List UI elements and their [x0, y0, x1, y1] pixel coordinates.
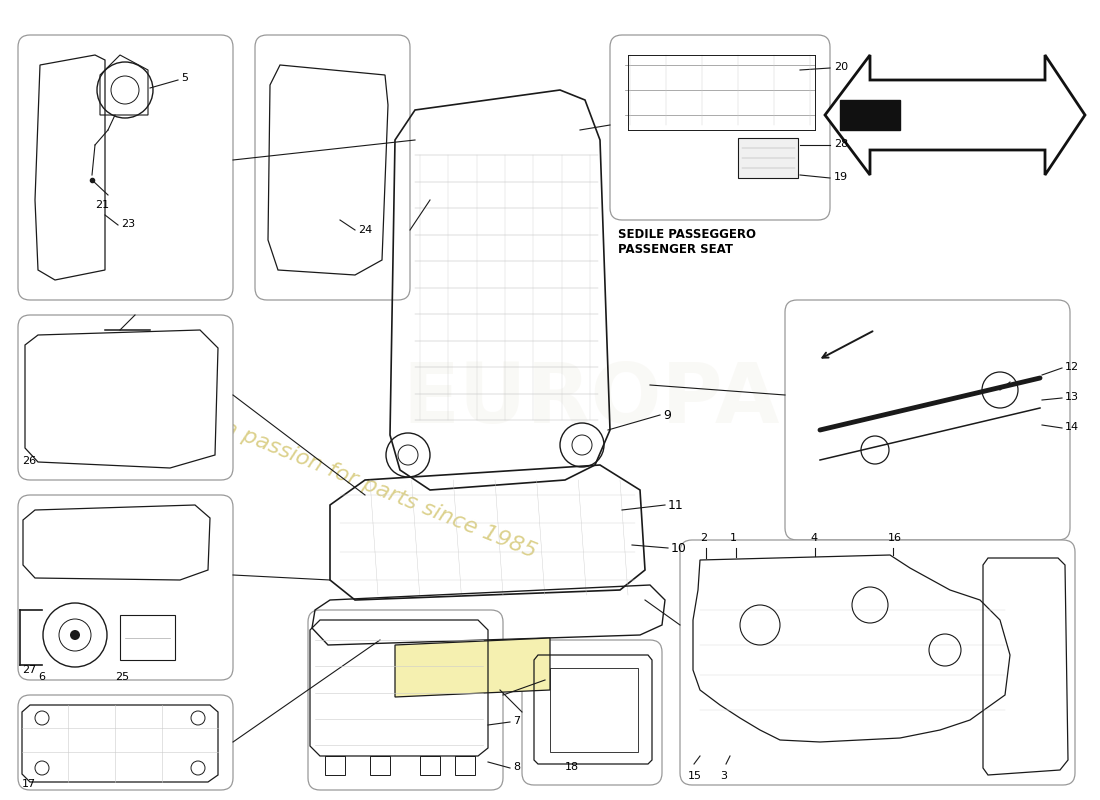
FancyBboxPatch shape — [255, 35, 410, 300]
Text: SEDILE PASSEGGERO
PASSENGER SEAT: SEDILE PASSEGGERO PASSENGER SEAT — [618, 228, 756, 256]
FancyBboxPatch shape — [610, 35, 830, 220]
Text: 28: 28 — [834, 139, 848, 149]
Text: 15: 15 — [688, 771, 702, 781]
Text: 3: 3 — [720, 771, 727, 781]
Text: 16: 16 — [888, 533, 902, 543]
FancyBboxPatch shape — [18, 315, 233, 480]
FancyBboxPatch shape — [18, 35, 233, 300]
FancyBboxPatch shape — [308, 610, 503, 790]
Text: 27: 27 — [22, 665, 36, 675]
Text: 9: 9 — [663, 409, 671, 422]
Text: 17: 17 — [22, 779, 36, 789]
Text: 20: 20 — [834, 62, 848, 72]
Text: 12: 12 — [1065, 362, 1079, 372]
Polygon shape — [840, 100, 900, 130]
Text: 18: 18 — [565, 762, 579, 772]
FancyBboxPatch shape — [738, 138, 798, 178]
Text: 6: 6 — [39, 672, 45, 682]
Text: 10: 10 — [671, 542, 686, 555]
Text: 14: 14 — [1065, 422, 1079, 432]
Text: 23: 23 — [121, 219, 135, 229]
Text: 2: 2 — [700, 533, 707, 543]
Text: EUROPARTS: EUROPARTS — [403, 359, 957, 441]
FancyBboxPatch shape — [18, 495, 233, 680]
Text: 13: 13 — [1065, 392, 1079, 402]
Polygon shape — [825, 55, 1085, 175]
FancyBboxPatch shape — [785, 300, 1070, 540]
Text: 25: 25 — [116, 672, 129, 682]
Circle shape — [70, 630, 80, 640]
FancyBboxPatch shape — [18, 695, 233, 790]
Text: 7: 7 — [513, 716, 520, 726]
Text: 19: 19 — [834, 172, 848, 182]
Text: 5: 5 — [182, 73, 188, 83]
Text: 24: 24 — [358, 225, 372, 235]
Text: 21: 21 — [95, 200, 109, 210]
Polygon shape — [395, 638, 550, 697]
Text: 1: 1 — [730, 533, 737, 543]
Text: 8: 8 — [513, 762, 520, 772]
Text: 11: 11 — [668, 499, 684, 512]
Text: a passion for parts since 1985: a passion for parts since 1985 — [220, 418, 540, 562]
Text: 26: 26 — [22, 456, 36, 466]
Text: 4: 4 — [810, 533, 817, 543]
FancyBboxPatch shape — [522, 640, 662, 785]
FancyBboxPatch shape — [680, 540, 1075, 785]
